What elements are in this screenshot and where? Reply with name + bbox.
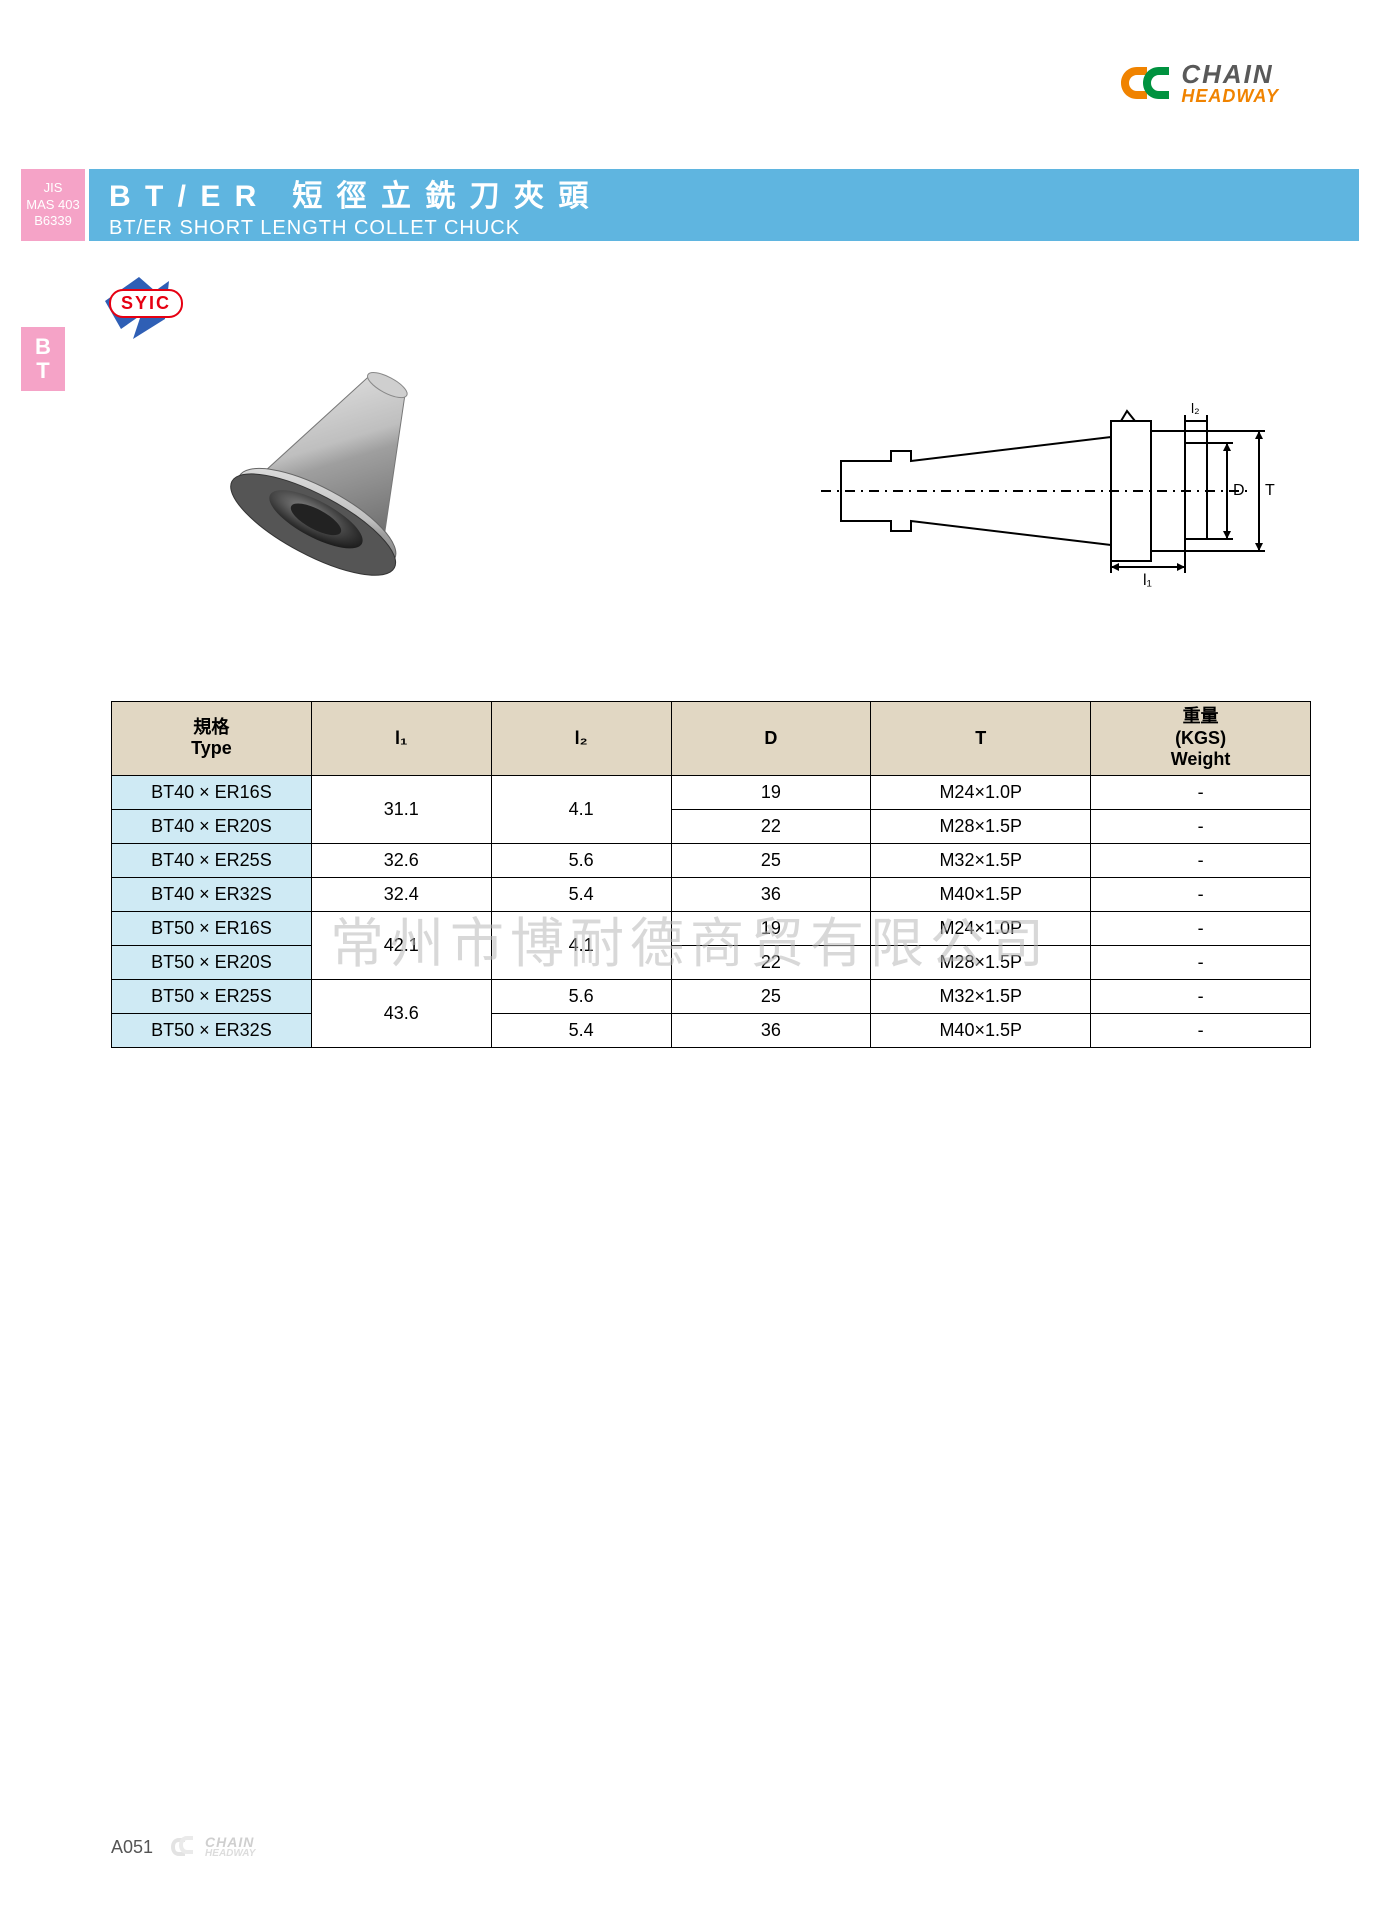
cell-l1: 31.1 [311,775,491,843]
spec-table: 規格 Type l₁ l₂ D T 重量 (KGS) Weight BT40 ×… [111,701,1311,1048]
brand-logo: CHAIN HEADWAY [1119,61,1279,105]
cell-d: 36 [671,877,871,911]
table-row: BT50 × ER32S 5.436M40×1.5P- [112,1013,1311,1047]
cell-type: BT40 × ER25S [112,843,312,877]
cell-weight: - [1091,979,1311,1013]
cell-type: BT40 × ER20S [112,809,312,843]
cell-d: 36 [671,1013,871,1047]
cell-type: BT50 × ER20S [112,945,312,979]
cell-t: M32×1.5P [871,979,1091,1013]
page: CHAIN HEADWAY JIS MAS 403 B6339 B T / E … [20,20,1360,1900]
cell-type: BT50 × ER32S [112,1013,312,1047]
cell-weight: - [1091,911,1311,945]
page-footer: A051 CHAIN HEADWAY [111,1835,255,1859]
brand-mark-icon [1119,63,1173,103]
cell-t: M40×1.5P [871,1013,1091,1047]
table-row: BT40 × ER20S 22M28×1.5P- [112,809,1311,843]
dim-T: T [1265,482,1275,499]
std-line3: B6339 [34,213,72,230]
th-t: T [871,702,1091,776]
table-row: BT50 × ER16S42.14.119M24×1.0P- [112,911,1311,945]
cell-weight: - [1091,843,1311,877]
title-sub: BT/ER SHORT LENGTH COLLET CHUCK [109,217,591,240]
cell-weight: - [1091,1013,1311,1047]
syic-label: SYIC [109,289,183,318]
th-l1: l₁ [311,702,491,776]
dim-l1: l₁ [1143,572,1152,589]
cell-l1: 42.1 [311,911,491,979]
cell-d: 22 [671,809,871,843]
cell-l2: 4.1 [491,911,671,979]
footer-brand-logo: CHAIN HEADWAY [169,1835,255,1859]
cell-t: M28×1.5P [871,809,1091,843]
cell-l2: 4.1 [491,775,671,843]
cell-t: M32×1.5P [871,843,1091,877]
brand-text: CHAIN HEADWAY [1181,61,1279,105]
cell-d: 19 [671,911,871,945]
table-row: BT40 × ER25S32.65.625M32×1.5P- [112,843,1311,877]
cell-t: M40×1.5P [871,877,1091,911]
cell-type: BT40 × ER16S [112,775,312,809]
syic-badge: SYIC [99,271,219,361]
table-row: BT50 × ER25S43.65.625M32×1.5P- [112,979,1311,1013]
title-texts: B T / E R 短 徑 立 銑 刀 夾 頭 BT/ER SHORT LENG… [89,169,611,241]
table-row: BT40 × ER32S32.45.436M40×1.5P- [112,877,1311,911]
cell-weight: - [1091,775,1311,809]
cell-weight: - [1091,877,1311,911]
std-line1: JIS [44,180,63,197]
th-l2: l₂ [491,702,671,776]
cell-l1: 43.6 [311,979,491,1047]
title-main: B T / E R 短 徑 立 銑 刀 夾 頭 [109,171,591,215]
side-bt-tab: B T [21,327,65,391]
table-row: BT40 × ER16S31.14.119M24×1.0P- [112,775,1311,809]
dim-D: D [1233,482,1245,499]
side-bt-line2: T [36,359,49,383]
side-bt-line1: B [35,335,51,359]
std-line2: MAS 403 [26,197,79,214]
cell-l2: 5.4 [491,877,671,911]
schematic-drawing: l₁ l₂ D T [821,391,1281,591]
cell-d: 25 [671,979,871,1013]
table-row: BT50 × ER20S 22M28×1.5P- [112,945,1311,979]
cell-t: M24×1.0P [871,911,1091,945]
cell-l2: 5.4 [491,1013,671,1047]
cell-weight: - [1091,809,1311,843]
cell-l1: 32.6 [311,843,491,877]
th-d: D [671,702,871,776]
cell-type: BT40 × ER32S [112,877,312,911]
th-type: 規格 Type [112,702,312,776]
th-weight: 重量 (KGS) Weight [1091,702,1311,776]
table-header-row: 規格 Type l₁ l₂ D T 重量 (KGS) Weight [112,702,1311,776]
cell-t: M28×1.5P [871,945,1091,979]
footer-brand-mark-icon [169,1836,199,1858]
cell-l1: 32.4 [311,877,491,911]
cell-d: 22 [671,945,871,979]
cell-type: BT50 × ER25S [112,979,312,1013]
cell-l2: 5.6 [491,843,671,877]
cell-type: BT50 × ER16S [112,911,312,945]
cell-weight: - [1091,945,1311,979]
cell-d: 19 [671,775,871,809]
title-bar: JIS MAS 403 B6339 B T / E R 短 徑 立 銑 刀 夾 … [21,169,1359,241]
footer-brand-line1: CHAIN [205,1835,255,1849]
cell-d: 25 [671,843,871,877]
brand-line1: CHAIN [1181,61,1279,87]
brand-line2: HEADWAY [1181,87,1279,105]
cell-l2: 5.6 [491,979,671,1013]
product-photo [201,361,501,631]
standard-tab: JIS MAS 403 B6339 [21,169,89,241]
page-number: A051 [111,1837,153,1858]
dim-l2: l₂ [1191,400,1200,416]
footer-brand-line2: HEADWAY [205,1849,255,1859]
cell-t: M24×1.0P [871,775,1091,809]
